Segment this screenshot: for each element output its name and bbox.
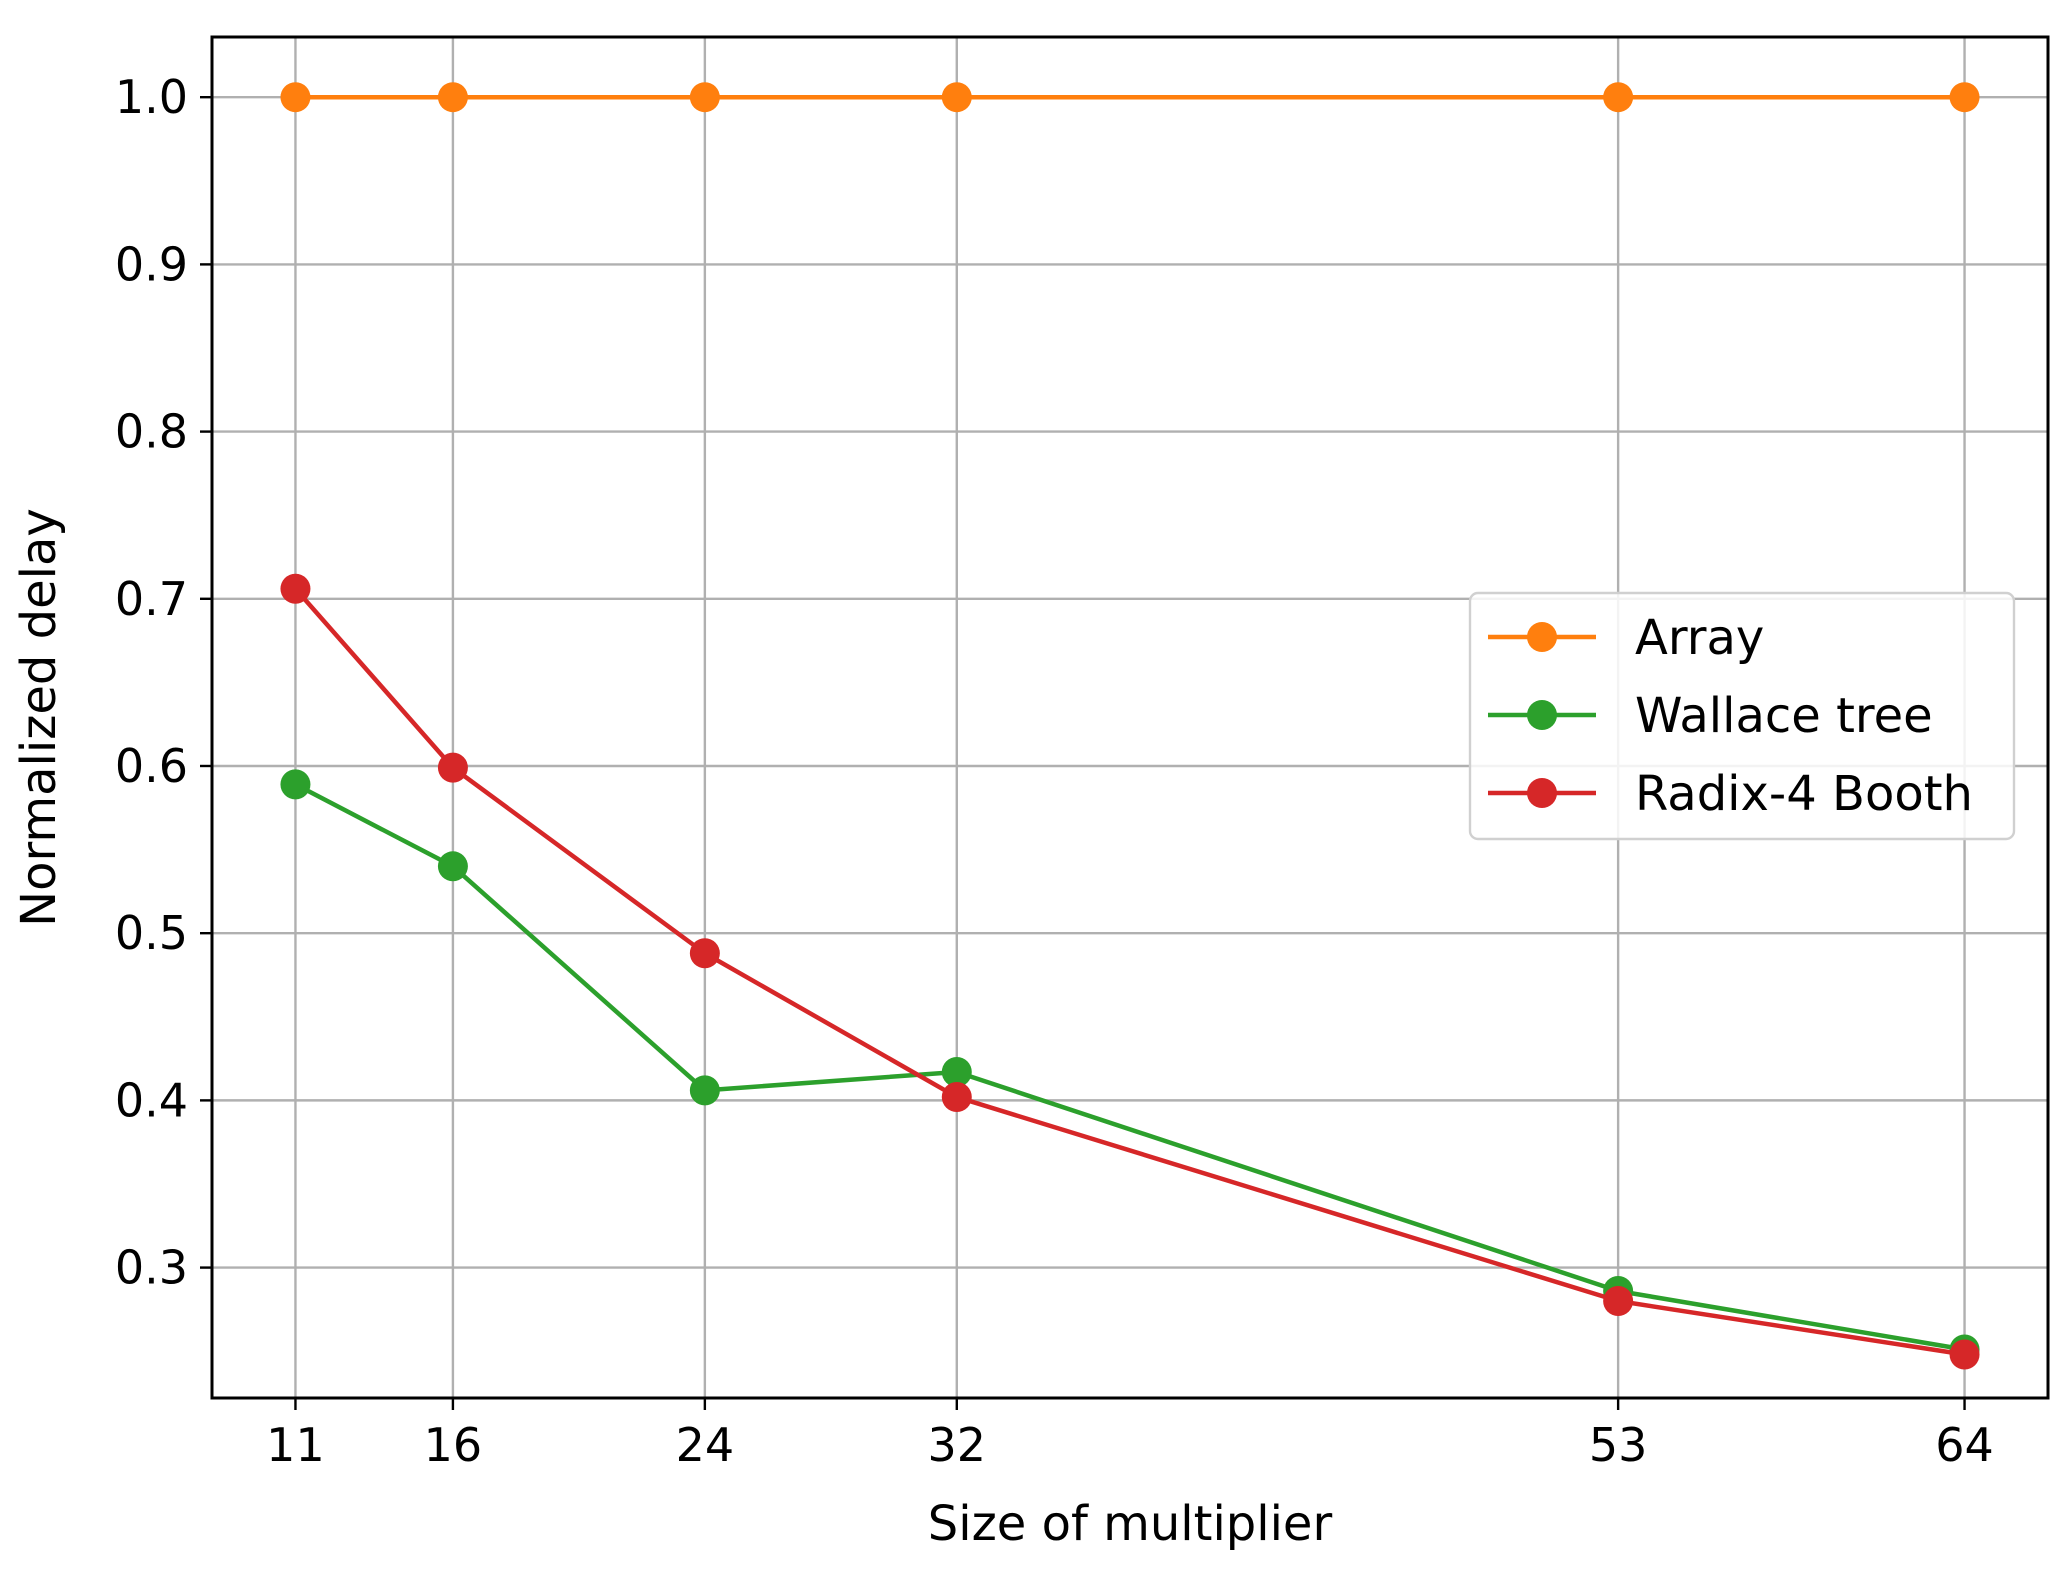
data-point-wallace-tree xyxy=(941,1056,972,1087)
series-wallace-tree xyxy=(280,769,1980,1365)
x-tick-label: 53 xyxy=(1589,1418,1648,1472)
x-tick-label: 64 xyxy=(1935,1418,1994,1472)
y-tick-label: 1.0 xyxy=(115,70,188,124)
legend-marker-array xyxy=(1527,622,1557,652)
data-point-array xyxy=(941,82,972,113)
data-point-radix-4-booth xyxy=(280,573,311,604)
legend-marker-wallace-tree xyxy=(1527,700,1557,730)
data-point-radix-4-booth xyxy=(437,752,468,783)
data-point-radix-4-booth xyxy=(1603,1286,1634,1317)
data-point-wallace-tree xyxy=(280,769,311,800)
series-line-radix-4-booth xyxy=(293,587,1965,1357)
legend-label-wallace-tree: Wallace tree xyxy=(1635,688,1933,744)
y-tick-label: 0.5 xyxy=(115,906,188,960)
data-point-radix-4-booth xyxy=(1949,1339,1980,1370)
legend-marker-radix-4-booth xyxy=(1527,778,1557,808)
y-tick-label: 0.9 xyxy=(115,237,188,291)
data-point-array xyxy=(1603,82,1634,113)
data-point-wallace-tree xyxy=(689,1075,720,1106)
data-point-wallace-tree xyxy=(437,851,468,882)
x-tick-label: 11 xyxy=(266,1418,325,1472)
x-tick-label: 32 xyxy=(928,1418,987,1472)
data-point-array xyxy=(280,82,311,113)
legend: Array Wallace tree Radix-4 Booth xyxy=(1468,591,2016,841)
legend-label-radix-4-booth: Radix-4 Booth xyxy=(1635,766,1973,822)
y-tick-label: 0.7 xyxy=(115,572,188,626)
y-tick-label: 0.3 xyxy=(115,1241,188,1295)
y-tick-label: 0.8 xyxy=(115,405,188,459)
x-tick-label: 24 xyxy=(676,1418,735,1472)
series-array xyxy=(280,82,1980,113)
legend-label-array: Array xyxy=(1635,610,1764,666)
data-point-array xyxy=(1949,82,1980,113)
legend-box xyxy=(1468,591,2016,841)
plot-area-frame xyxy=(210,35,2050,1400)
y-tick-label: 0.6 xyxy=(115,739,188,793)
x-axis-label: Size of multiplier xyxy=(928,1496,1333,1552)
legend-item-radix-4-booth: Radix-4 Booth xyxy=(1488,766,1973,822)
series-group xyxy=(280,82,1980,1370)
data-point-array xyxy=(437,82,468,113)
y-tick-label: 0.4 xyxy=(115,1073,188,1127)
series-line-wallace-tree xyxy=(294,782,1965,1352)
axis-ticks: 11 16 24 32 53 64 0.3 0.4 0.5 0.6 0.7 0.8 0.9 1.0 xyxy=(115,70,1994,1472)
data-point-radix-4-booth xyxy=(941,1082,972,1113)
series-radix-4-booth xyxy=(280,573,1980,1370)
data-point-array xyxy=(689,82,720,113)
data-point-radix-4-booth xyxy=(689,938,720,969)
legend-item-wallace-tree: Wallace tree xyxy=(1488,688,1933,744)
legend-item-array: Array xyxy=(1488,610,1764,666)
y-axis-label: Normalized delay xyxy=(11,508,67,927)
x-tick-label: 16 xyxy=(424,1418,483,1472)
